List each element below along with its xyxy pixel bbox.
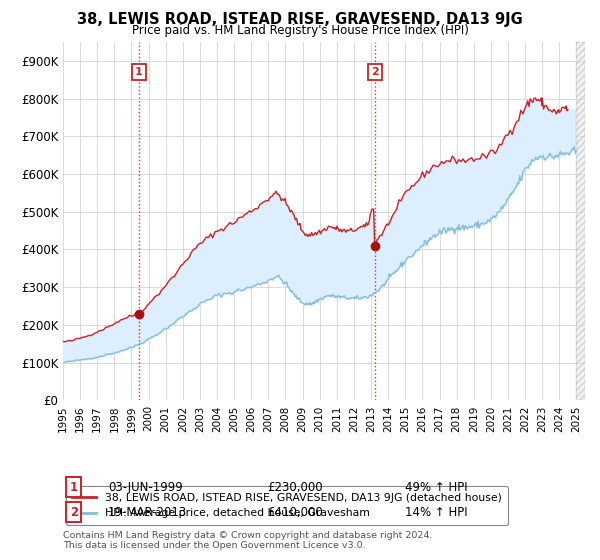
Text: 14% ↑ HPI: 14% ↑ HPI (405, 506, 467, 519)
Text: 2: 2 (371, 67, 379, 77)
Text: £410,000: £410,000 (267, 506, 323, 519)
Text: Price paid vs. HM Land Registry's House Price Index (HPI): Price paid vs. HM Land Registry's House … (131, 24, 469, 36)
Text: 19-MAR-2013: 19-MAR-2013 (108, 506, 187, 519)
Text: 1: 1 (135, 67, 143, 77)
Text: 38, LEWIS ROAD, ISTEAD RISE, GRAVESEND, DA13 9JG: 38, LEWIS ROAD, ISTEAD RISE, GRAVESEND, … (77, 12, 523, 27)
Text: £230,000: £230,000 (267, 480, 323, 494)
Text: 03-JUN-1999: 03-JUN-1999 (108, 480, 183, 494)
Text: 49% ↑ HPI: 49% ↑ HPI (405, 480, 467, 494)
Legend: 38, LEWIS ROAD, ISTEAD RISE, GRAVESEND, DA13 9JG (detached house), HPI: Average : 38, LEWIS ROAD, ISTEAD RISE, GRAVESEND, … (66, 487, 508, 525)
Text: Contains HM Land Registry data © Crown copyright and database right 2024.
This d: Contains HM Land Registry data © Crown c… (63, 530, 433, 550)
Text: 2: 2 (70, 506, 78, 519)
Text: 1: 1 (70, 480, 78, 494)
